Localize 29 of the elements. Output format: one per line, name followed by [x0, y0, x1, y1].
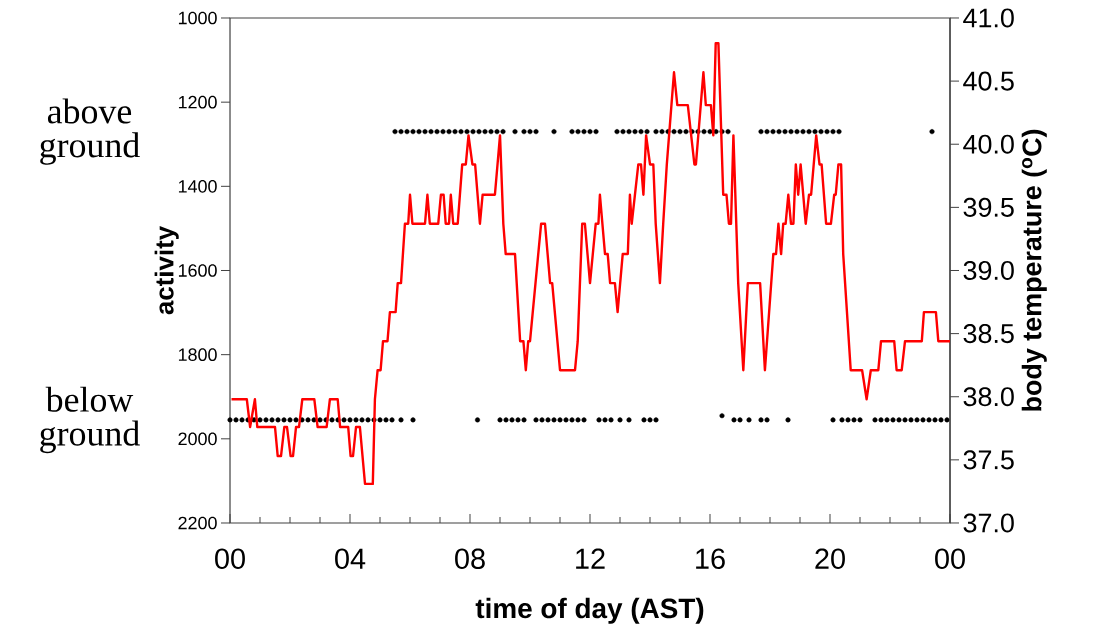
x-tick-label: 08	[455, 548, 485, 569]
text: above ground	[40, 98, 140, 165]
x-axis-title: time of day (AST)	[475, 597, 704, 624]
x-tick-label: 20	[815, 548, 845, 569]
y-tick-label: 1000	[178, 11, 217, 25]
y-tick-label: 2200	[178, 516, 217, 530]
y-tick-label: 1200	[178, 95, 217, 109]
line-series	[230, 42, 952, 486]
y2-tick-label: 40.0	[963, 134, 1014, 154]
x-tick-label: 16	[696, 548, 725, 569]
y2-tick-label: 37.0	[963, 513, 1014, 533]
text: below ground	[40, 386, 140, 454]
x-tick-label: 12	[576, 548, 605, 569]
y-tick-label: 2000	[178, 432, 217, 446]
y-tick-label: 1400	[178, 179, 217, 193]
y2-tick-label: 41.0	[963, 8, 1014, 28]
y-tick-label: 1600	[178, 264, 217, 277]
y2-tick-label: 38.5	[963, 324, 1014, 344]
y-tick-label: 1800	[178, 348, 217, 361]
x-tick-label: 00	[935, 548, 965, 569]
y2-tick-label: 39.5	[963, 197, 1014, 217]
y2-tick-label: 40.5	[963, 71, 1014, 91]
y2-tick-label: 37.5	[963, 450, 1014, 470]
x-tick-label: 00	[215, 548, 245, 569]
y-axis-title: activity	[154, 226, 179, 315]
y2-tick-label: 38.0	[963, 387, 1014, 407]
y2-axis-title: body temperature ($^{o}$C)	[1021, 129, 1047, 411]
x-tick-label: 04	[335, 548, 366, 569]
y2-tick-label: 39.0	[963, 260, 1014, 281]
